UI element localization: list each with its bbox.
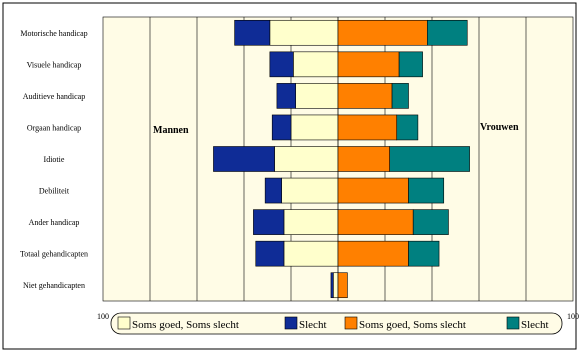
bar <box>398 51 423 78</box>
bar <box>276 83 296 109</box>
bar <box>337 240 409 267</box>
bar <box>337 272 348 299</box>
bar <box>269 19 339 46</box>
bar <box>396 114 419 141</box>
category-label: Idiotie <box>44 155 65 164</box>
category-label: Orgaan handicap <box>27 123 81 132</box>
bar <box>337 114 398 141</box>
bar <box>332 272 339 299</box>
bar <box>337 177 409 204</box>
bar <box>234 19 271 46</box>
bar <box>337 51 400 78</box>
category-label: Niet gehandicapten <box>23 281 85 290</box>
bar <box>337 83 393 109</box>
category-label: Totaal gehandicapten <box>20 250 88 259</box>
legend-label: Soms goed, Soms slecht <box>132 319 239 331</box>
bars <box>213 19 470 299</box>
category-label: Motorische handicap <box>20 29 87 38</box>
legend-swatch <box>284 316 298 330</box>
bar <box>283 209 339 235</box>
bar <box>337 146 391 172</box>
legend-label: Soms goed, Soms slecht <box>359 319 466 331</box>
legend-label: Slecht <box>521 319 549 331</box>
bar <box>408 240 440 267</box>
legend-swatch <box>117 316 131 330</box>
category-labels: Motorische handicap Visuele handicap Audit… <box>20 29 88 290</box>
bar <box>253 209 285 235</box>
bar <box>269 51 294 78</box>
legend-swatch <box>344 316 358 330</box>
bar <box>283 240 339 267</box>
group-label-mannen: Mannen <box>153 125 189 136</box>
legend-box <box>110 312 563 335</box>
category-label: Ander handicap <box>29 218 80 227</box>
bar <box>274 146 339 172</box>
category-label: Debiliteit <box>39 187 70 196</box>
bar <box>255 240 285 267</box>
bar <box>426 19 468 46</box>
bar <box>264 177 282 204</box>
bar <box>281 177 339 204</box>
group-label-vrouwen: Vrouwen <box>480 122 519 133</box>
bar <box>290 114 339 141</box>
bar <box>337 19 428 46</box>
legend-swatch <box>506 316 520 330</box>
bar <box>391 83 409 109</box>
x-tick-label: 100 <box>567 312 579 321</box>
bar <box>271 114 292 141</box>
category-label: Auditieve handicap <box>23 92 85 101</box>
bar <box>412 209 449 235</box>
bar <box>408 177 445 204</box>
bar <box>389 146 470 172</box>
bar <box>330 272 334 299</box>
bar <box>213 146 275 172</box>
legend-label: Slecht <box>299 319 327 331</box>
bar <box>337 209 414 235</box>
bar <box>295 83 339 109</box>
x-tick-label: 100 <box>97 312 109 321</box>
category-label: Visuele handicap <box>27 60 82 69</box>
legend: Soms goed, Soms slecht Slecht Soms goed, S… <box>110 312 563 335</box>
bar <box>293 51 339 78</box>
